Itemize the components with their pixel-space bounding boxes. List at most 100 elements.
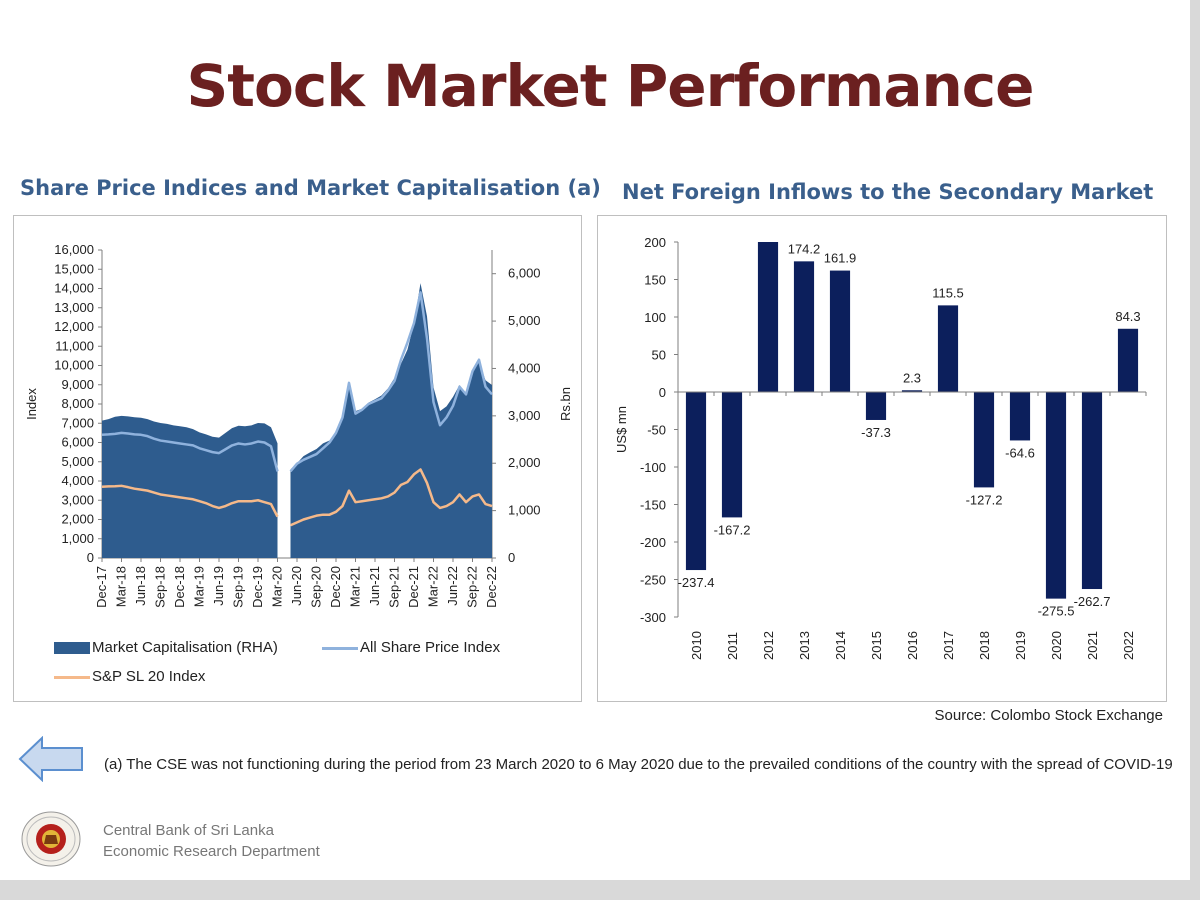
bar-label-2020: -275.5 [1038,604,1075,619]
left-chart-title: Share Price Indices and Market Capitalis… [20,176,601,200]
series-line-sp20 [289,468,493,527]
x-tick-label-2012: 2012 [761,631,776,660]
y-tick-label: -200 [640,535,666,550]
bar-2022 [1117,328,1139,392]
x-tick-label-2019: 2019 [1013,631,1028,660]
legend-item-sp20: S&P SL 20 Index [54,668,205,685]
x-tick-label-2022: 2022 [1121,631,1136,660]
y-tick-label-left: 7,000 [61,415,94,430]
y-axis-title: US$ mn [614,406,629,453]
y-tick-label: 200 [644,235,666,250]
x-tick-label-2021: 2021 [1085,631,1100,660]
y-tick-label-left: 6,000 [61,435,94,450]
x-tick-label: Dec-17 [94,566,109,608]
x-tick-label-2013: 2013 [797,631,812,660]
y-tick-label: -50 [647,423,666,438]
y-tick-label-left: 11,000 [55,338,94,353]
y-axis-title-left: Index [24,388,39,420]
bar-label-2021: -262.7 [1074,594,1111,609]
x-tick-label: Mar-22 [426,566,441,607]
legend-label-market-cap: Market Capitalisation (RHA) [92,639,278,656]
x-tick-label-2016: 2016 [905,631,920,660]
x-tick-label-2017: 2017 [941,631,956,660]
bar-label-2022: 84.3 [1115,309,1140,324]
x-tick-label: Sep-18 [153,566,168,608]
series-line-aspi [289,291,493,473]
footnote: (a) The CSE was not functioning during t… [104,756,1173,773]
bar-label-2015: -37.3 [861,425,891,440]
bar-2013 [793,261,815,392]
central-bank-seal-icon [21,811,81,867]
y-tick-label-left: 15,000 [54,261,94,276]
bar-label-2011: -167.2 [714,522,751,537]
y-tick-label-left: 12,000 [54,319,94,334]
bar-2021 [1081,392,1103,590]
net-foreign-inflows-chart-panel: -300 -250 -200 -150 -100 -50 0 50 100 150 200 US$ m… [597,215,1167,702]
bar-2018 [973,392,995,488]
series-area-market-cap [102,415,278,558]
bar-label-2018: -127.2 [966,492,1003,507]
y-tick-label-left: 5,000 [61,454,94,469]
y-tick-label-left: 13,000 [54,300,94,315]
bar-label-2019: -64.6 [1005,445,1035,460]
y-tick-label-left: 14,000 [54,281,94,296]
y-tick-label-right: 0 [508,550,515,565]
x-tick-label: Mar-19 [192,566,207,607]
x-tick-label: Jun-22 [445,566,460,606]
y-tick-label-left: 1,000 [61,531,94,546]
y-tick-label: 100 [644,310,666,325]
y-tick-label-left: 4,000 [61,473,94,488]
legend-item-aspi: All Share Price Index [322,639,500,656]
slide-bottom-edge [0,880,1200,900]
page-title: Stock Market Performance [186,52,1035,120]
x-tick-label: Dec-19 [250,566,265,608]
bar-2017 [937,305,959,392]
legend-label-sp20: S&P SL 20 Index [92,668,206,685]
y-tick-label-left: 9,000 [61,377,94,392]
x-tick-label: Sep-22 [465,566,480,608]
back-arrow-button[interactable] [18,735,84,787]
bar-2012 [757,242,779,392]
bar-label-2016: 2.3 [903,370,921,385]
legend-swatch-sp20 [54,675,90,679]
y-tick-label: -300 [640,610,666,625]
y-tick-label-right: 5,000 [508,313,541,328]
organization-name: Central Bank of Sri Lanka Economic Resea… [103,820,320,862]
central-bank-logo [20,810,82,873]
x-tick-label: Sep-19 [231,566,246,608]
y-tick-label: 0 [659,385,666,400]
y-tick-label-right: 6,000 [508,266,541,281]
x-tick-label: Jun-20 [289,566,304,606]
bar-label-2017: 115.5 [932,285,964,300]
slide-right-edge [1190,0,1200,900]
series-area-market-cap [290,283,492,558]
y-tick-label-left: 2,000 [61,512,94,527]
y-tick-label-left: 8,000 [61,396,94,411]
y-tick-label-right: 3,000 [508,408,541,423]
x-tick-label: Jun-19 [211,566,226,606]
y-tick-label-right: 4,000 [508,360,541,375]
bar-label-2014: 161.9 [824,251,857,266]
net-foreign-inflows-chart: -300 -250 -200 -150 -100 -50 0 50 100 150 200 US$ m… [614,235,1147,660]
left-arrow-icon [18,735,83,783]
y-tick-label-left: 3,000 [61,492,94,507]
bar-2016 [901,390,923,392]
y-tick-label: -150 [640,498,666,513]
y-tick-label: 50 [652,348,666,363]
bar-2019 [1009,392,1031,441]
y-axis-title-right: Rs.bn [558,387,573,421]
x-tick-label: Dec-22 [484,566,499,608]
x-tick-label: Mar-20 [270,566,285,607]
legend-swatch-aspi [322,646,358,650]
bar-2010 [685,392,707,571]
share-price-chart: 0 1,000 2,000 3,000 4,000 5,000 6,000 7,000 8,00… [24,242,573,608]
x-tick-label: Mar-21 [348,566,363,607]
x-tick-label: Dec-21 [406,566,421,608]
series-line-aspi [101,431,279,472]
organization-line-2: Economic Research Department [103,843,320,860]
x-tick-label-2020: 2020 [1049,631,1064,660]
x-tick-label-2015: 2015 [869,631,884,660]
series-line-sp20 [101,484,279,518]
x-tick-label: Sep-21 [387,566,402,608]
x-tick-label: Jun-21 [367,566,382,606]
